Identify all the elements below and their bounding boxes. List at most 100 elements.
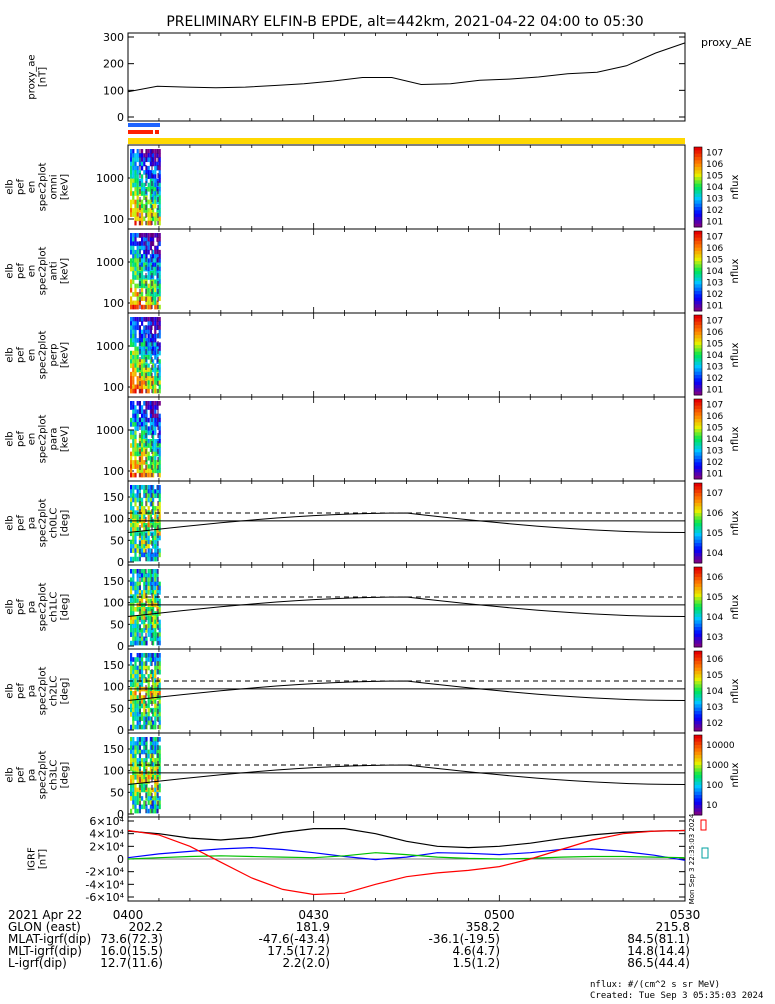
proxy-ae-line [127,42,686,93]
spectrogram-cell [141,275,144,280]
colorbar-cell [694,190,702,195]
spectrogram-cell [130,262,133,268]
y-tick-label: 0 [117,640,124,653]
colorbar-cell [694,257,702,262]
spectrogram-cell [130,170,133,175]
spectrogram-cell [130,544,133,549]
x-tick-label: 0530 [670,908,701,922]
spectrogram-cell [158,661,161,667]
spectrogram-cell [136,737,139,742]
spectrogram-cell [143,581,146,587]
spectrogram-cell [158,237,161,242]
spectrogram-cell [156,581,159,587]
spectrogram-cell [141,363,144,369]
spectrogram-cell [132,682,135,688]
spectrogram-cell [149,741,152,746]
spectrogram-cell [143,203,146,209]
loss-cone-curve [127,596,686,617]
colorbar-cell [694,231,702,235]
spectrogram-cell [152,501,155,507]
spectrogram-cell [143,590,146,595]
spectrogram-cell [147,405,150,410]
spectrogram-cell [130,187,133,192]
spectrogram-cell [156,262,159,268]
spectrogram-cell [145,489,148,494]
y-axis-label: pef [16,347,27,364]
spectrogram-cell [132,573,135,578]
y-tick-label: -4×10⁴ [85,878,124,891]
spectrogram-cell [158,296,161,301]
spectrogram-cell [138,216,141,222]
colorbar-cell [694,701,702,705]
spectrogram-cell [158,489,161,494]
spectrogram-cell [136,628,139,633]
spectrogram-cell [130,581,133,587]
colorbar-tick-label: 102 [706,206,723,216]
spectrogram-cell [141,510,144,515]
spectrogram-cell [141,460,144,465]
colorbar-label: nflux [730,762,741,787]
spectrogram-cell [130,569,133,574]
y-axis-label: [deg] [60,510,71,537]
spectrogram-cell [149,157,152,163]
y-axis-label: spec2plot [38,583,49,632]
spectrogram-cell [134,787,137,793]
colorbar-cell [694,419,702,423]
spectrogram-cell [152,178,155,184]
spectrogram-cell [132,619,135,625]
colorbar-tick-label: 106 [706,412,723,422]
spectrogram-cell [149,539,152,545]
spectrogram-cell [136,653,139,658]
spectrogram-cell [156,292,159,297]
spectrogram-cell [141,548,144,553]
spectrogram-cell [158,157,161,163]
spectrogram-cell [138,573,141,578]
spectrogram-cell [130,699,133,705]
spectrogram-cell [154,153,157,158]
spectrogram-cell [136,665,139,671]
spectrogram-cell [158,350,161,356]
spectrogram-cell [141,451,144,457]
spectrogram-cell [154,212,157,217]
colorbar-cell [694,503,702,507]
colorbar-label: nflux [730,594,741,619]
colorbar-cell [694,643,702,648]
spectrogram-cell [136,749,139,755]
spectrogram-cell [147,657,150,662]
spectrogram-cell [149,607,152,612]
colorbar-frame [693,566,703,648]
spectrogram-cell [152,342,155,347]
spectrogram-cell [152,497,155,503]
spectrogram-cell [158,451,161,457]
x-tick-label: 0400 [113,908,144,922]
spectrogram-cell [149,409,152,415]
spectrogram-cell [141,669,144,675]
colorbar-cell [694,543,702,547]
side-stamp: Mon Sep 3 22:35:03 2024 [688,813,696,904]
spectrogram-cell [130,737,133,742]
spectrogram-cell [145,254,148,259]
spectrogram-cell [141,233,144,238]
spectrogram-cell [134,661,137,667]
spectrogram-cell [154,460,157,465]
spectrogram-cell [132,753,135,759]
spectrogram-cell [134,766,137,772]
spectrogram-cell [149,552,152,558]
spectrogram-cell [143,422,146,427]
spectrogram-cell [152,203,155,209]
spectrogram-cell [136,682,139,688]
spectrogram-cell [130,245,133,251]
spectrogram-cell [152,594,155,599]
spectrogram-cell [134,170,137,175]
spectrogram-cell [147,699,150,705]
spectrogram-cell [141,472,144,478]
spectrogram-cell [152,262,155,268]
spectrogram-cell [145,208,148,213]
colorbar-cell [694,375,702,379]
spectrogram-cell [132,628,135,633]
spectrogram-cell [154,363,157,369]
spectrogram-cell [147,321,150,326]
spectrogram-cell [136,212,139,217]
spectrogram-cell [152,409,155,415]
spectrogram-cell [136,346,139,352]
